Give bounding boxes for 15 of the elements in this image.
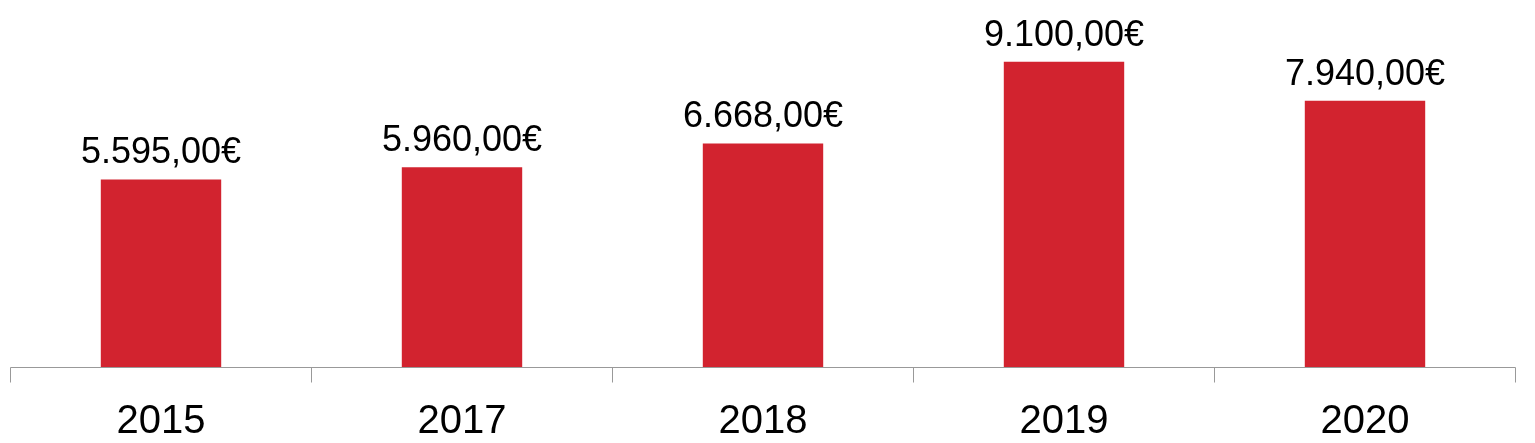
data-label: 5.595,00€ (80, 130, 242, 172)
bar (1003, 61, 1125, 368)
data-label: 7.940,00€ (1284, 51, 1446, 93)
x-tick-label: 2015 (116, 396, 206, 441)
bar (100, 179, 222, 368)
data-label: 6.668,00€ (682, 94, 844, 136)
bar (1304, 100, 1426, 368)
x-tick-label: 2018 (718, 396, 808, 441)
x-tick-label: 2020 (1320, 396, 1410, 441)
bar (401, 167, 523, 368)
data-label: 5.960,00€ (381, 118, 543, 160)
bar (702, 143, 824, 368)
x-tick-label: 2017 (417, 396, 507, 441)
x-tick-label: 2019 (1019, 396, 1109, 441)
data-label: 9.100,00€ (983, 12, 1145, 54)
